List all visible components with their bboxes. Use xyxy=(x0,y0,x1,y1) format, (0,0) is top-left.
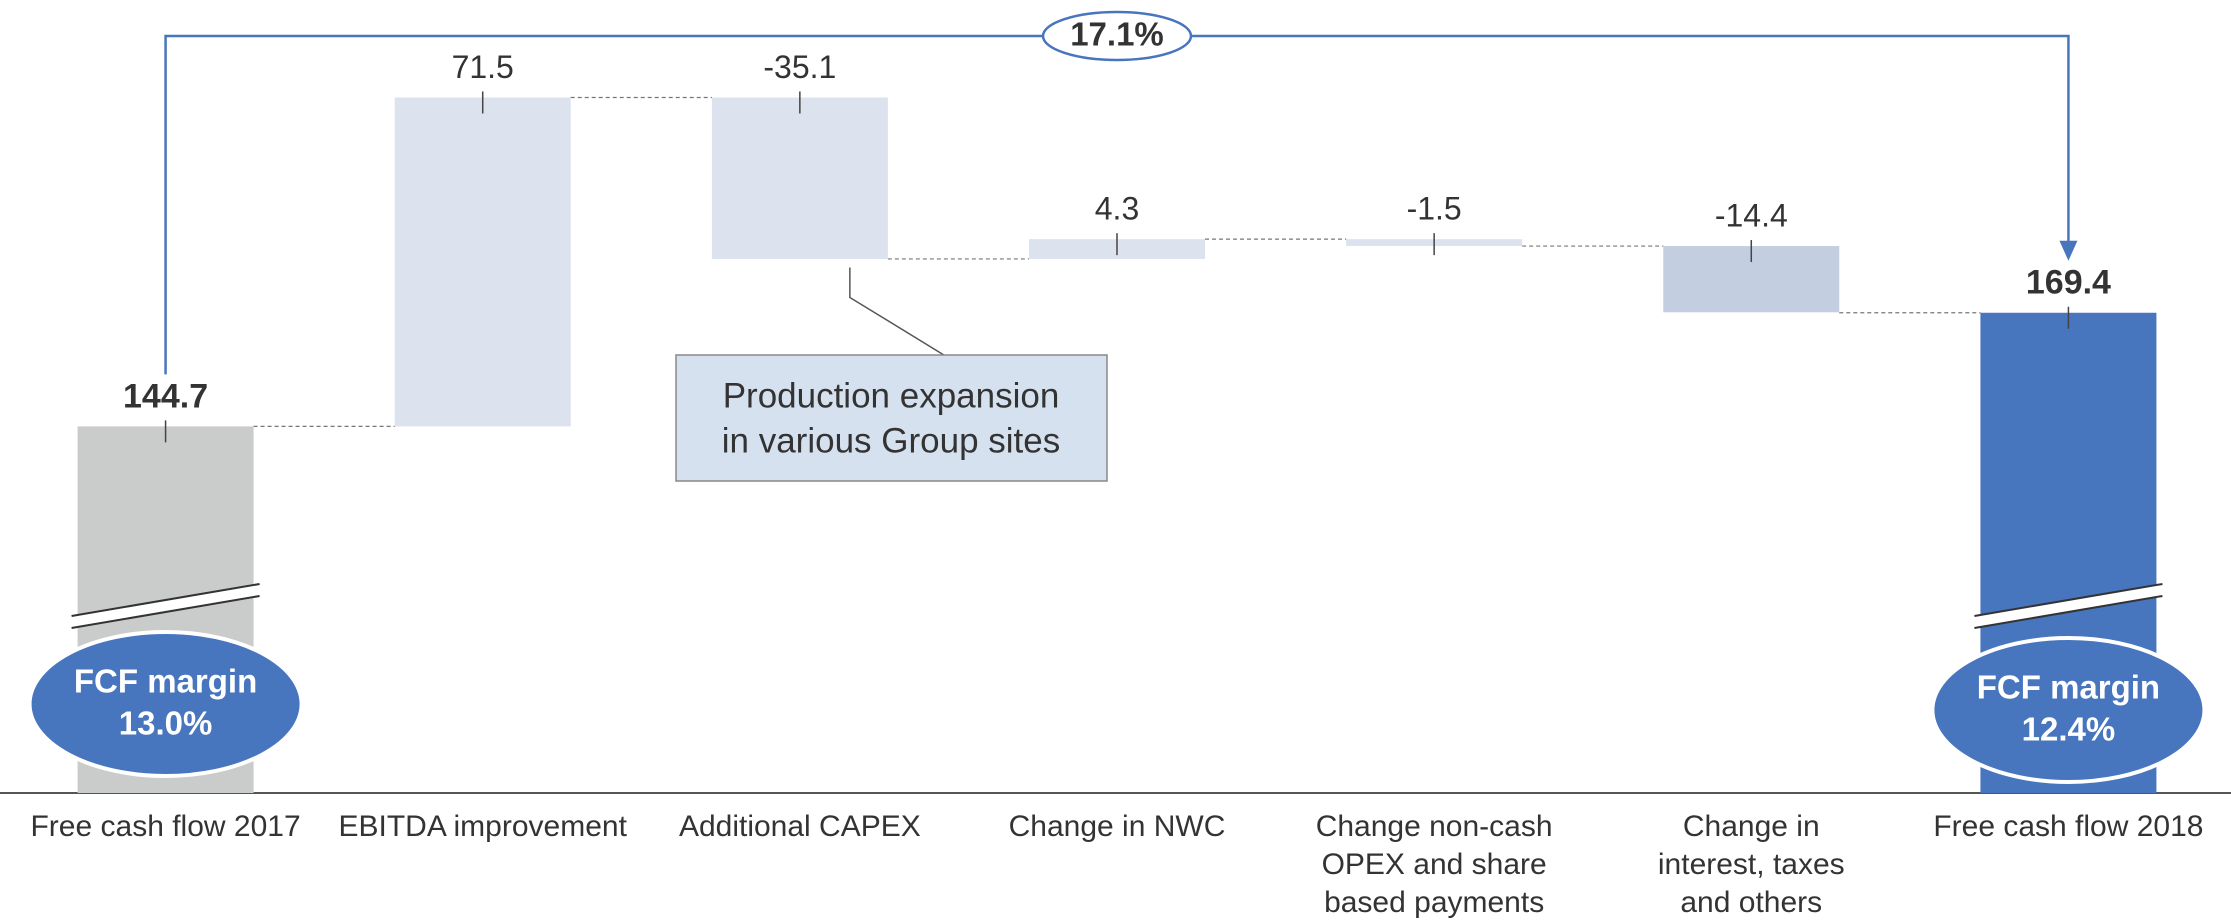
callout-text: in various Group sites xyxy=(722,421,1060,460)
axis-break-line xyxy=(71,583,260,617)
value-label: 144.7 xyxy=(123,377,208,415)
value-label: -1.5 xyxy=(1407,191,1462,227)
value-label: -14.4 xyxy=(1715,198,1788,234)
x-tick-label: EBITDA improvement xyxy=(338,810,627,843)
callout-text: Production expansion xyxy=(723,376,1060,415)
axis-break-line xyxy=(1974,583,2163,617)
x-tick-label: Change in interest, taxes and others xyxy=(1657,810,1845,919)
x-tick-label: Change in NWC xyxy=(1008,810,1226,843)
x-tick-label: Additional CAPEX xyxy=(678,810,921,843)
axis-break xyxy=(1974,584,2163,628)
value-label: -35.1 xyxy=(763,49,836,85)
margin-title: FCF margin xyxy=(74,663,257,700)
margin-ellipse xyxy=(27,630,304,778)
margin-title: FCF margin xyxy=(1977,669,2160,706)
axis-break-line xyxy=(1974,595,2163,629)
margin-value: 12.4% xyxy=(2022,711,2116,748)
margin-value: 13.0% xyxy=(119,705,213,742)
growth-label: 17.1% xyxy=(1070,16,1164,53)
axis-break-line xyxy=(71,595,260,629)
bar xyxy=(711,97,888,259)
x-tick-label: Free cash flow 2018 xyxy=(1933,810,2204,843)
margin-ellipse xyxy=(1930,636,2207,784)
growth-arrowhead xyxy=(2059,240,2078,261)
x-tick-label: Free cash flow 2017 xyxy=(30,810,301,843)
value-label: 4.3 xyxy=(1095,191,1139,227)
x-tick-label: Change non-cash OPEX and share based pay… xyxy=(1315,810,1553,919)
axis-break xyxy=(71,584,260,628)
bar xyxy=(394,97,571,427)
value-label: 169.4 xyxy=(2026,264,2111,302)
value-label: 71.5 xyxy=(452,49,514,85)
growth-ellipse xyxy=(1041,10,1193,62)
callout-box xyxy=(675,354,1108,482)
callout-leader xyxy=(849,267,945,356)
